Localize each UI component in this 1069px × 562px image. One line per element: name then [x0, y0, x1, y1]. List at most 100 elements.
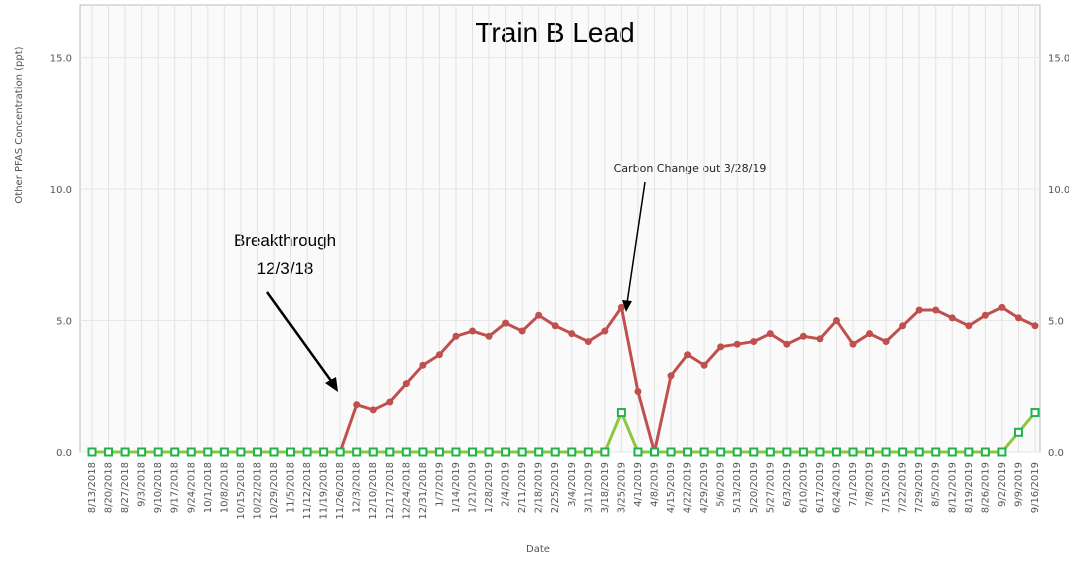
point: [998, 303, 1006, 311]
point: [402, 380, 410, 388]
y-tick-label: 10.0: [50, 185, 72, 196]
x-tick-label: 7/8/2019: [865, 462, 876, 507]
x-tick-label: 12/17/2018: [385, 462, 396, 520]
point: [881, 447, 891, 457]
point: [980, 447, 990, 457]
x-tick-label: 2/18/2019: [534, 462, 545, 513]
x-tick-label: 4/1/2019: [633, 462, 644, 507]
point: [518, 327, 526, 335]
point: [649, 447, 659, 457]
y-tick-label: 5.0: [56, 317, 72, 328]
point: [236, 447, 246, 457]
point: [633, 447, 643, 457]
point: [699, 447, 709, 457]
point: [981, 311, 989, 319]
plot-area: [79, 4, 1041, 453]
x-tick-label: 1/28/2019: [484, 462, 495, 513]
point: [947, 447, 957, 457]
y2-tick-label: 10.0: [1048, 185, 1069, 196]
x-tick-label: 7/29/2019: [914, 462, 925, 513]
x-tick-label: 4/8/2019: [649, 462, 660, 507]
point: [866, 330, 874, 338]
y-tick-label: 15.0: [50, 54, 72, 65]
x-tick-label: 1/21/2019: [468, 462, 479, 513]
x-tick-label: 12/3/2018: [352, 462, 363, 513]
x-tick-label: 8/20/2018: [104, 462, 115, 513]
x-tick-label: 8/5/2019: [931, 462, 942, 507]
x-tick-label: 3/4/2019: [567, 462, 578, 507]
point: [401, 447, 411, 457]
x-tick-label: 9/9/2019: [1013, 462, 1024, 507]
point: [750, 338, 758, 346]
point: [418, 447, 428, 457]
point: [798, 447, 808, 457]
x-tick-label: 10/22/2018: [252, 462, 263, 520]
point: [765, 447, 775, 457]
y-tick-label: 0.0: [56, 448, 72, 459]
x-tick-label: 2/11/2019: [517, 462, 528, 513]
point: [964, 447, 974, 457]
point: [583, 447, 593, 457]
x-tick-label: 8/19/2019: [964, 462, 975, 513]
point: [733, 340, 741, 348]
annotation: Breakthrough: [234, 231, 336, 250]
point: [882, 338, 890, 346]
point: [799, 332, 807, 340]
point: [568, 330, 576, 338]
point: [170, 447, 180, 457]
point: [104, 447, 114, 457]
x-tick-label: 8/13/2018: [87, 462, 98, 513]
point: [700, 361, 708, 369]
arrow: [265, 291, 336, 386]
x-tick-label: 8/12/2019: [947, 462, 958, 513]
point: [485, 332, 493, 340]
x-tick-label: 6/3/2019: [782, 462, 793, 507]
point: [120, 447, 130, 457]
point: [434, 447, 444, 457]
point: [832, 317, 840, 325]
point: [484, 447, 494, 457]
x-tick-label: 10/8/2018: [219, 462, 230, 513]
point: [203, 447, 213, 457]
x-tick-label: 1/14/2019: [451, 462, 462, 513]
point: [551, 322, 559, 330]
point: [535, 311, 543, 319]
point: [616, 408, 626, 418]
x-tick-label: 5/6/2019: [716, 462, 727, 507]
point: [451, 447, 461, 457]
point: [766, 330, 774, 338]
point: [186, 447, 196, 457]
point: [219, 447, 229, 457]
point: [517, 447, 527, 457]
point: [931, 447, 941, 457]
point: [269, 447, 279, 457]
x-tick-label: 11/5/2018: [286, 462, 297, 513]
x-tick-label: 6/17/2019: [815, 462, 826, 513]
point: [816, 335, 824, 343]
point: [353, 401, 361, 409]
point: [352, 447, 362, 457]
point: [914, 447, 924, 457]
point: [452, 332, 460, 340]
point: [502, 319, 510, 327]
point: [319, 447, 329, 457]
point: [634, 388, 642, 396]
point: [567, 447, 577, 457]
point: [732, 447, 742, 457]
point: [286, 447, 296, 457]
point: [469, 327, 477, 335]
x-tick-label: 12/31/2018: [418, 462, 429, 520]
x-tick-label: 7/22/2019: [898, 462, 909, 513]
point: [435, 351, 443, 359]
x-tick-label: 6/24/2019: [831, 462, 842, 513]
point: [749, 447, 759, 457]
point: [716, 447, 726, 457]
point: [1031, 322, 1039, 330]
point: [717, 343, 725, 351]
x-tick-label: 4/15/2019: [666, 462, 677, 513]
point: [501, 447, 511, 457]
point: [815, 447, 825, 457]
point: [419, 361, 427, 369]
point: [849, 340, 857, 348]
y2-tick-label: 0.0: [1048, 448, 1064, 459]
